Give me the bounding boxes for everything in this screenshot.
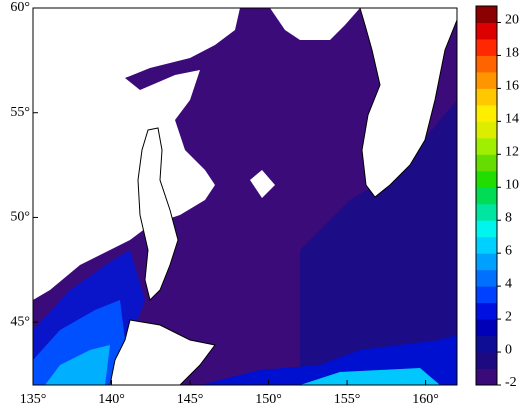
colorbar-band — [476, 88, 497, 106]
x-tick-label: 135° — [20, 392, 47, 407]
colorbar-band — [476, 154, 497, 172]
colorbar-band — [476, 170, 497, 188]
colorbar-band — [476, 352, 497, 370]
no-data — [250, 170, 275, 198]
colorbar-band — [476, 38, 497, 56]
x-tick-label: 145° — [177, 392, 204, 407]
colorbar-band — [476, 6, 497, 23]
sea-warm — [45, 345, 110, 385]
colorbar-band — [476, 22, 497, 40]
land — [33, 8, 240, 300]
y-tick-label: 50° — [10, 210, 30, 225]
colorbar-label: 20 — [505, 13, 519, 28]
colorbar-band — [476, 71, 497, 89]
colorbar-label: 18 — [505, 46, 519, 61]
colorbar-band — [476, 104, 497, 122]
colorbar-band — [476, 269, 497, 287]
colorbar-band — [476, 335, 497, 353]
colorbar-band — [476, 121, 497, 139]
colorbar-label: 10 — [505, 177, 519, 192]
colorbar-label: 8 — [505, 210, 512, 225]
map-area — [32, 7, 458, 386]
y-tick-label: 55° — [10, 105, 30, 120]
colorbar-label: 14 — [505, 112, 519, 127]
colorbar-band — [476, 319, 497, 337]
x-tick-label: 160° — [412, 392, 439, 407]
hokkaido — [109, 319, 216, 386]
colorbar-band — [476, 203, 497, 221]
y-tick-label: 45° — [10, 314, 30, 329]
x-tick-label: 150° — [255, 392, 282, 407]
colorbar-label: 4 — [505, 276, 512, 291]
x-tick-label: 155° — [334, 392, 361, 407]
colorbar-band — [476, 368, 497, 386]
colorbar-label: 2 — [505, 309, 512, 324]
colorbar-frame — [475, 5, 498, 386]
colorbar-label: 6 — [505, 243, 512, 258]
kamchatka — [359, 7, 458, 198]
sea-east — [300, 100, 457, 385]
sea-warm — [300, 368, 440, 385]
colorbar-band — [476, 253, 497, 271]
colorbar-band — [476, 236, 497, 254]
colorbar-label: -2 — [505, 375, 517, 390]
colorbar-label: 16 — [505, 79, 519, 94]
colorbar-band — [476, 220, 497, 238]
colorbar-label: 12 — [505, 145, 519, 160]
map-frame — [32, 7, 458, 386]
y-tick-label: 60° — [10, 0, 30, 15]
x-tick-label: 140° — [98, 392, 125, 407]
colorbar-band — [476, 137, 497, 155]
colorbar-band — [476, 286, 497, 304]
colorbar-band — [476, 302, 497, 320]
colorbar-band — [476, 55, 497, 73]
colorbar-label: 0 — [505, 342, 512, 357]
land — [270, 8, 360, 40]
colorbar-band — [476, 187, 497, 205]
sakhalin — [137, 127, 179, 301]
